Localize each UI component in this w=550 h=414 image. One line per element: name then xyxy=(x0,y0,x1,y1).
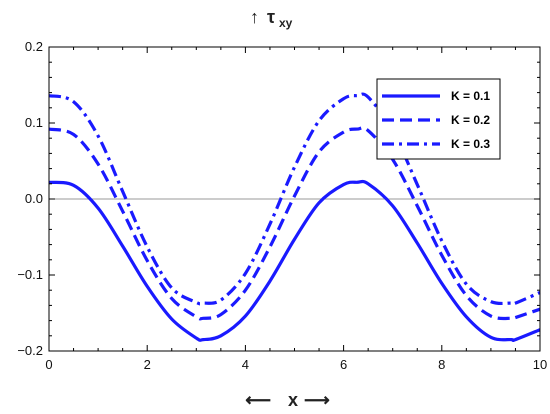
y-tick-label: −0.2 xyxy=(17,343,43,358)
x-axis-arrow-right: ⟶ xyxy=(304,390,330,410)
tick-layer: 0 2 4 6 8 10 −0.2 −0.1 0.0 0.1 0.2 xyxy=(17,39,547,372)
y-axis-label: τ xyxy=(267,7,275,27)
x-tick-label: 2 xyxy=(144,357,151,372)
y-tick-label: −0.1 xyxy=(17,267,43,282)
x-tick-label: 0 xyxy=(45,357,52,372)
x-axis-label: x xyxy=(288,390,298,410)
x-axis-title: ⟵ x ⟶ xyxy=(245,390,330,410)
series-line-2 xyxy=(48,126,541,321)
x-axis-arrow-left: ⟵ xyxy=(245,390,271,410)
y-axis-title: ↑ τ xy xyxy=(250,7,293,30)
legend-label-k03: K = 0.3 xyxy=(451,137,490,151)
series-layer xyxy=(48,92,541,343)
y-axis-label-subscript: xy xyxy=(279,16,293,30)
y-axis-arrow: ↑ xyxy=(250,7,259,27)
x-tick-label: 6 xyxy=(340,357,347,372)
x-tick-label: 10 xyxy=(533,357,547,372)
y-tick-label: 0.1 xyxy=(25,115,43,130)
legend-label-k01: K = 0.1 xyxy=(451,89,490,103)
y-tick-label: 0.2 xyxy=(25,39,43,54)
legend-label-k02: K = 0.2 xyxy=(451,113,490,127)
y-tick-label: 0.0 xyxy=(25,191,43,206)
series-line-1 xyxy=(48,179,541,343)
x-tick-label: 8 xyxy=(438,357,445,372)
legend: K = 0.1 K = 0.2 K = 0.3 xyxy=(376,78,501,160)
x-tick-label: 4 xyxy=(242,357,249,372)
series-line-3 xyxy=(48,92,541,306)
